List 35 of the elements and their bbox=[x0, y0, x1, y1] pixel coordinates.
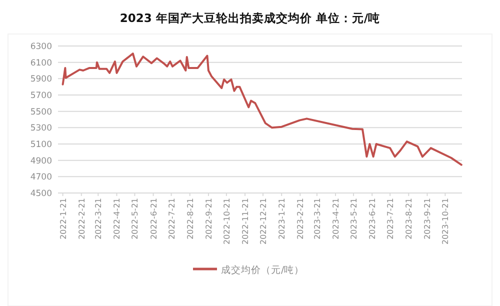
x-tick-label: 2022-12-21 bbox=[258, 198, 268, 244]
x-tick-label: 2022-9-21 bbox=[204, 198, 214, 240]
x-tick-label: 2022-4-21 bbox=[112, 198, 122, 240]
y-tick-label: 5700 bbox=[30, 91, 52, 101]
x-tick-label: 2022-1-21 bbox=[58, 198, 68, 240]
legend: 成交均价（元/吨） bbox=[193, 265, 304, 276]
x-tick-label: 2022-6-21 bbox=[149, 198, 158, 240]
x-tick-label: 2023-3-21 bbox=[312, 198, 322, 240]
x-tick-label: 2022-7-21 bbox=[167, 198, 176, 240]
x-tick-label: 2023-5-21 bbox=[350, 198, 359, 240]
y-tick-label: 6300 bbox=[30, 42, 52, 52]
x-tick-label: 2023-2-21 bbox=[296, 198, 306, 240]
y-tick-label: 4700 bbox=[30, 172, 52, 183]
x-tick-label: 2023-1-21 bbox=[278, 198, 287, 240]
y-tick-label: 5500 bbox=[30, 107, 52, 118]
y-tick-label: 6100 bbox=[30, 58, 52, 68]
chart-title: 2023 年国产大豆轮出拍卖成交均价 单位：元/吨 bbox=[120, 11, 380, 25]
y-tick-label: 5300 bbox=[30, 124, 52, 134]
x-tick-label: 2022-3-21 bbox=[94, 198, 104, 240]
y-tick-label: 5900 bbox=[30, 74, 52, 85]
x-tick-label: 2023-6-21 bbox=[368, 198, 378, 240]
x-tick-label: 2023-9-21 bbox=[423, 198, 432, 240]
x-tick-label: 2022-8-21 bbox=[186, 198, 195, 240]
x-tick-label: 2023-4-21 bbox=[332, 198, 341, 240]
x-tick-label: 2022-10-21 bbox=[222, 198, 232, 244]
x-tick-label: 2023-8-21 bbox=[404, 198, 414, 240]
y-tick-label: 4900 bbox=[30, 156, 52, 166]
x-tick-label: 2023-7-21 bbox=[386, 198, 396, 240]
legend-label: 成交均价（元/吨） bbox=[221, 264, 304, 276]
x-tick-label: 2022-11-21 bbox=[241, 198, 250, 244]
y-tick-label: 5100 bbox=[30, 140, 52, 150]
x-tick-label: 2022-5-21 bbox=[130, 198, 140, 240]
x-tick-label: 2022-2-21 bbox=[77, 198, 86, 240]
y-tick-label: 4500 bbox=[30, 189, 52, 199]
x-tick-label: 2023-10-21 bbox=[441, 198, 450, 244]
